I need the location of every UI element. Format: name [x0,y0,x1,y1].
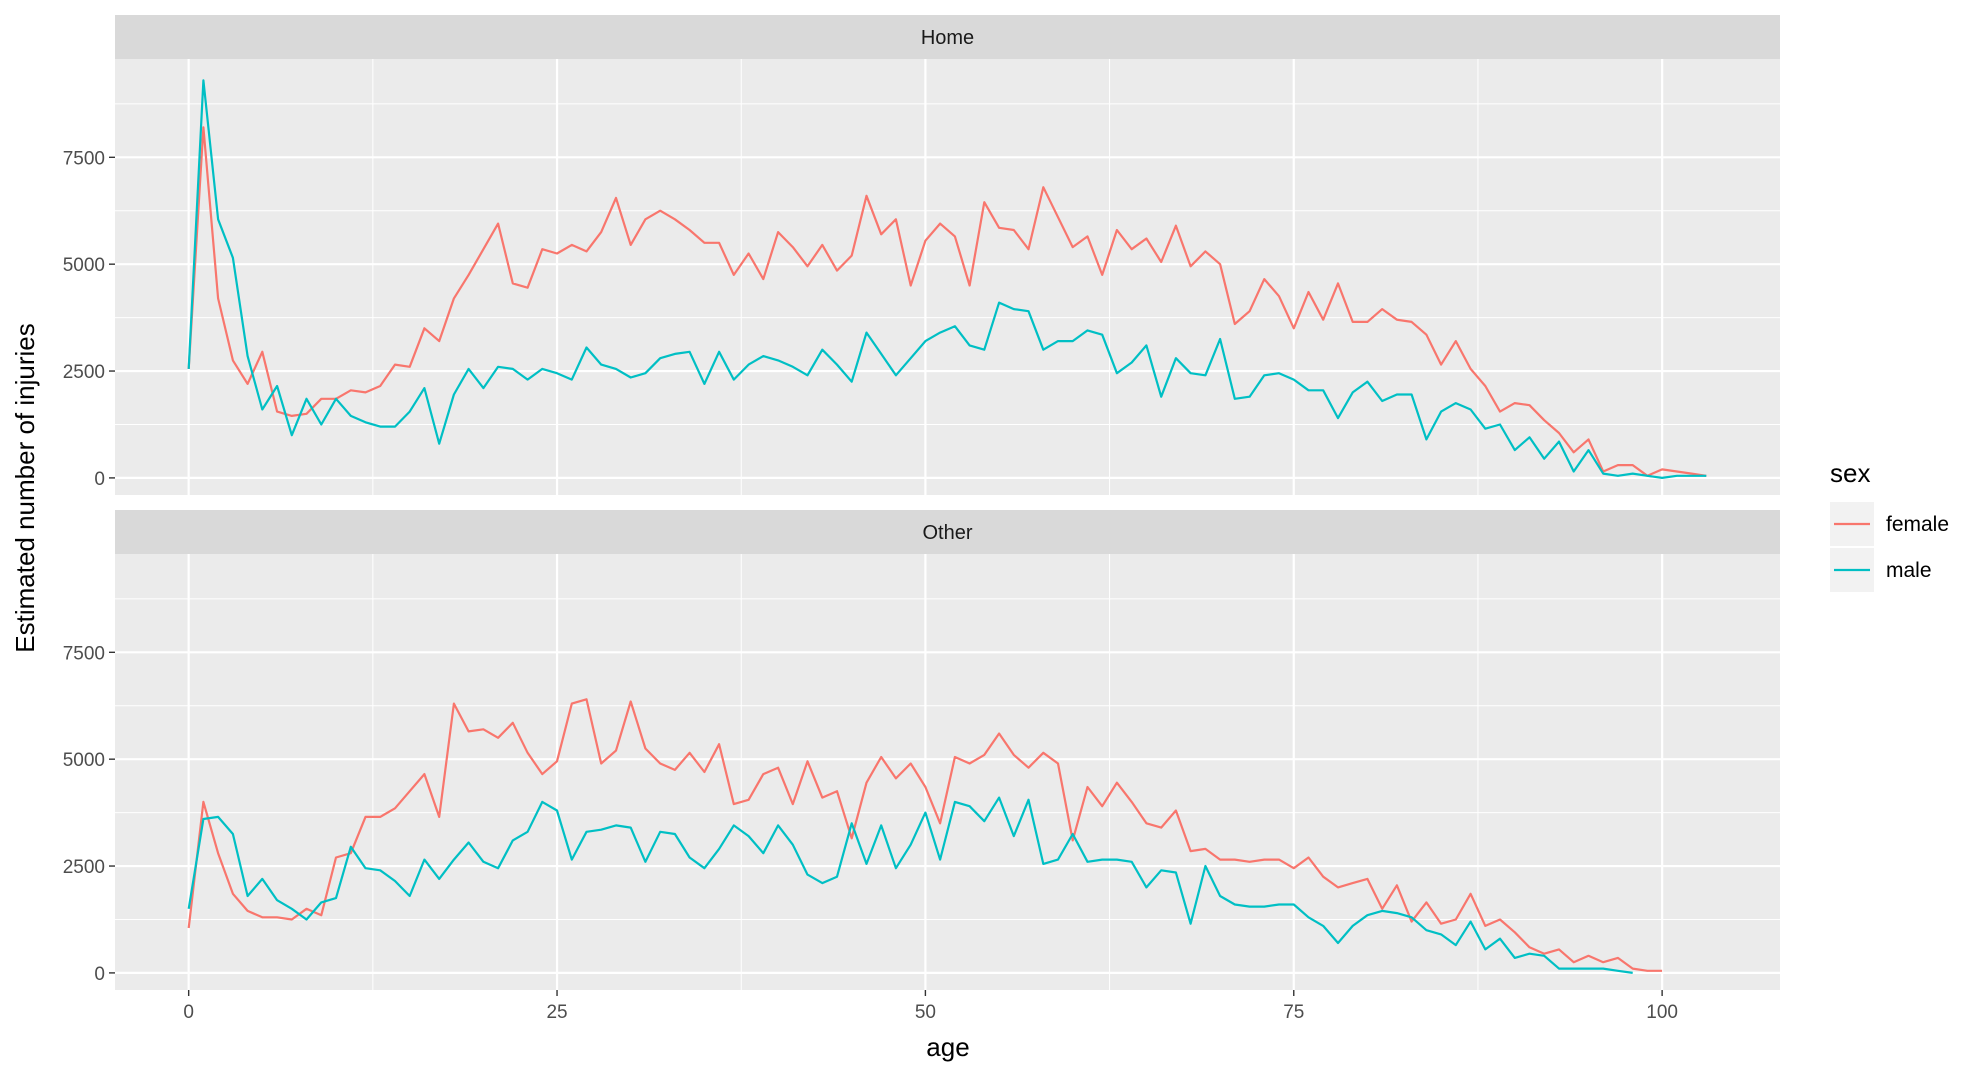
series-line-male [187,79,1707,479]
facet-strip [115,510,1780,554]
legend-label-male: male [1886,559,1932,582]
y-tick-label: 0 [94,469,105,490]
facet-panel-home: Home 0 2500 5000 7500 [63,15,1780,495]
y-tick-label: 5000 [63,750,105,771]
facet-strip-label: Home [921,27,974,49]
x-tick-label: 100 [1646,1002,1678,1023]
facet-panel-other: Other 0 2500 5000 7500 [63,510,1780,990]
y-tick-label: 2500 [63,857,105,878]
panel-background [115,59,1780,495]
x-tick-label: 25 [546,1002,567,1023]
legend: sex female male [1830,458,1949,592]
panel-background [115,554,1780,990]
y-tick-label: 2500 [63,362,105,383]
x-axis-title: age [926,1032,969,1062]
y-tick-label: 7500 [63,148,105,169]
series-line-female [187,126,1707,477]
x-axis: 0 25 50 75 100 [183,990,1678,1023]
facet-panels: Home 0 2500 5000 7500 Other 0 2500 5000 7500 [63,15,1780,990]
series-line-female [187,698,1663,972]
y-axis-title: Estimated number of injuries [10,323,40,652]
legend-label-female: female [1886,513,1949,536]
legend-title: sex [1830,458,1870,488]
y-tick-label: 0 [94,964,105,985]
y-tick-label: 7500 [63,643,105,664]
facet-strip-label: Other [922,522,972,544]
x-tick-label: 75 [1283,1002,1304,1023]
x-tick-label: 50 [915,1002,936,1023]
y-tick-label: 5000 [63,255,105,276]
facet-strip [115,15,1780,59]
x-tick-label: 0 [183,1002,194,1023]
series-line-male [187,796,1633,974]
